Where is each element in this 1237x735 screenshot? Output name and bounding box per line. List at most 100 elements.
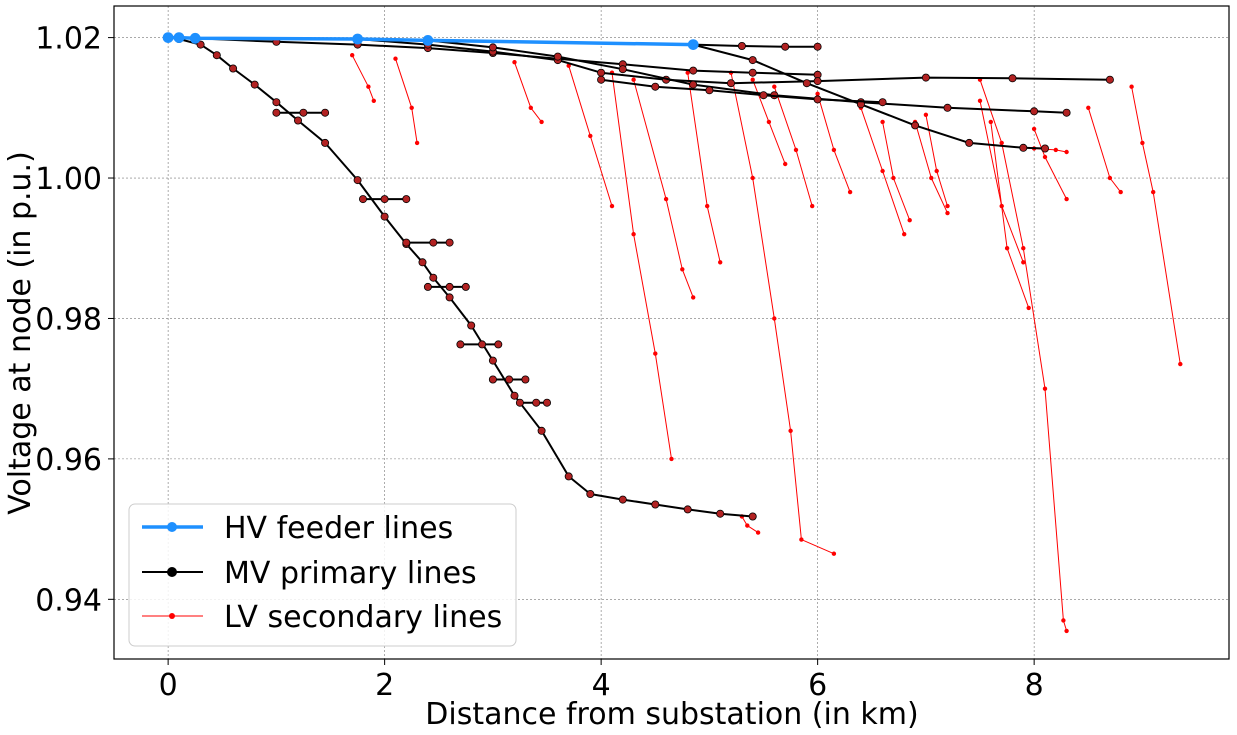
mv-data-point: [748, 56, 757, 65]
lv-data-point: [907, 217, 912, 223]
mv-data-point: [353, 176, 362, 185]
hv-data-point: [687, 39, 699, 50]
mv-data-point: [196, 40, 205, 49]
mv-data-point: [727, 79, 736, 88]
lv-data-point: [588, 133, 593, 139]
lv-data-point: [815, 91, 820, 96]
lv-data-point: [680, 267, 685, 272]
mv-data-point: [321, 108, 330, 117]
lv-data-point: [1178, 361, 1183, 367]
legend-item-mv: MV primary lines: [142, 556, 477, 591]
legend-item-hv: HV feeder lines: [142, 511, 453, 546]
mv-data-point: [380, 212, 389, 221]
mv-data-point: [402, 238, 411, 247]
lv-data-point: [1118, 189, 1123, 195]
lv-data-point: [663, 196, 669, 202]
mv-data-point: [748, 68, 757, 77]
legend-label-lv: LV secondary lines: [224, 600, 502, 635]
lv-data-point: [1140, 140, 1145, 146]
hv-feeder-lines: [162, 32, 699, 50]
mv-data-point: [911, 121, 920, 130]
lv-data-point: [528, 105, 533, 110]
mv-data-point: [965, 138, 974, 147]
y-tick-label: 0.94: [35, 583, 102, 618]
legend: HV feeder lines MV primary lines LV seco…: [128, 503, 517, 647]
mv-data-point: [488, 356, 497, 365]
lv-data-point: [745, 523, 750, 528]
mv-data-point: [537, 426, 546, 435]
mv-data-point: [618, 495, 627, 504]
legend-lv-marker: [169, 613, 175, 619]
lv-data-point: [609, 203, 615, 209]
mv-data-point: [1030, 107, 1039, 116]
mv-data-point: [293, 116, 302, 125]
mv-series-line: [600, 78, 883, 104]
x-tick-label: 2: [375, 668, 394, 703]
x-tick-label: 4: [592, 668, 611, 703]
lv-data-point: [1064, 149, 1069, 155]
mv-data-point: [488, 375, 497, 384]
lv-data-point: [366, 84, 371, 89]
lv-data-point: [999, 140, 1004, 146]
lv-data-point: [371, 98, 376, 103]
legend-mv-marker: [167, 567, 177, 577]
mv-data-point: [380, 195, 389, 204]
lv-data-point: [945, 203, 950, 209]
lv-data-point: [691, 295, 696, 300]
lv-data-point: [831, 551, 837, 556]
mv-data-point: [705, 86, 714, 95]
lv-data-point: [923, 112, 929, 117]
lv-data-point: [350, 53, 355, 58]
mv-data-point: [418, 258, 427, 267]
mv-data-point: [689, 66, 698, 75]
lv-secondary-lines: [350, 53, 1183, 634]
lv-data-point: [1061, 618, 1066, 623]
lv-data-point: [793, 147, 799, 153]
lv-series-line: [611, 72, 672, 459]
y-tick-label: 1.00: [35, 162, 102, 197]
mv-data-point: [272, 108, 281, 117]
lv-series-line: [633, 79, 694, 298]
plot-frame: [113, 5, 1230, 660]
hv-data-point: [189, 32, 201, 44]
lv-data-point: [539, 119, 544, 125]
lv-data-point: [988, 119, 993, 125]
lv-data-point: [669, 456, 674, 462]
y-axis-ticks: 0.94 0.96 0.98 1.00 1.02: [35, 22, 114, 618]
x-tick-label: 0: [159, 668, 178, 703]
mv-data-point: [515, 398, 524, 407]
mv-data-point: [689, 80, 698, 89]
mv-data-point: [813, 77, 822, 86]
lv-data-point: [891, 175, 896, 181]
lv-data-point: [772, 316, 777, 321]
lv-data-point: [1021, 245, 1026, 251]
mv-data-point: [586, 489, 595, 498]
lv-data-point: [750, 77, 755, 82]
lv-data-point: [1107, 175, 1113, 181]
lv-data-point: [999, 203, 1004, 209]
mv-data-point: [1105, 75, 1114, 84]
mv-data-point: [1008, 74, 1017, 83]
mv-data-point: [250, 80, 259, 89]
mv-series-line: [427, 39, 1067, 114]
lv-data-point: [1053, 147, 1058, 153]
x-tick-label: 6: [808, 668, 827, 703]
lv-data-point: [718, 260, 723, 265]
y-axis-label: Voltage at node (in p.u.): [3, 151, 38, 515]
lv-data-point: [1064, 196, 1069, 202]
hv-data-point: [162, 32, 174, 43]
mv-data-point: [543, 398, 552, 407]
mv-data-point: [943, 103, 952, 112]
mv-series-line: [692, 43, 1046, 150]
hv-data-point: [173, 32, 185, 43]
lv-data-point: [766, 119, 772, 125]
lv-series-line: [1131, 86, 1181, 365]
lv-data-point: [750, 175, 755, 181]
lv-data-point: [1026, 305, 1031, 311]
mv-data-point: [272, 98, 281, 107]
mv-data-point: [505, 375, 514, 384]
y-tick-label: 0.98: [35, 302, 102, 337]
mv-data-point: [494, 340, 503, 349]
lv-data-point: [977, 98, 983, 103]
mv-primary-lines: [174, 34, 1114, 521]
